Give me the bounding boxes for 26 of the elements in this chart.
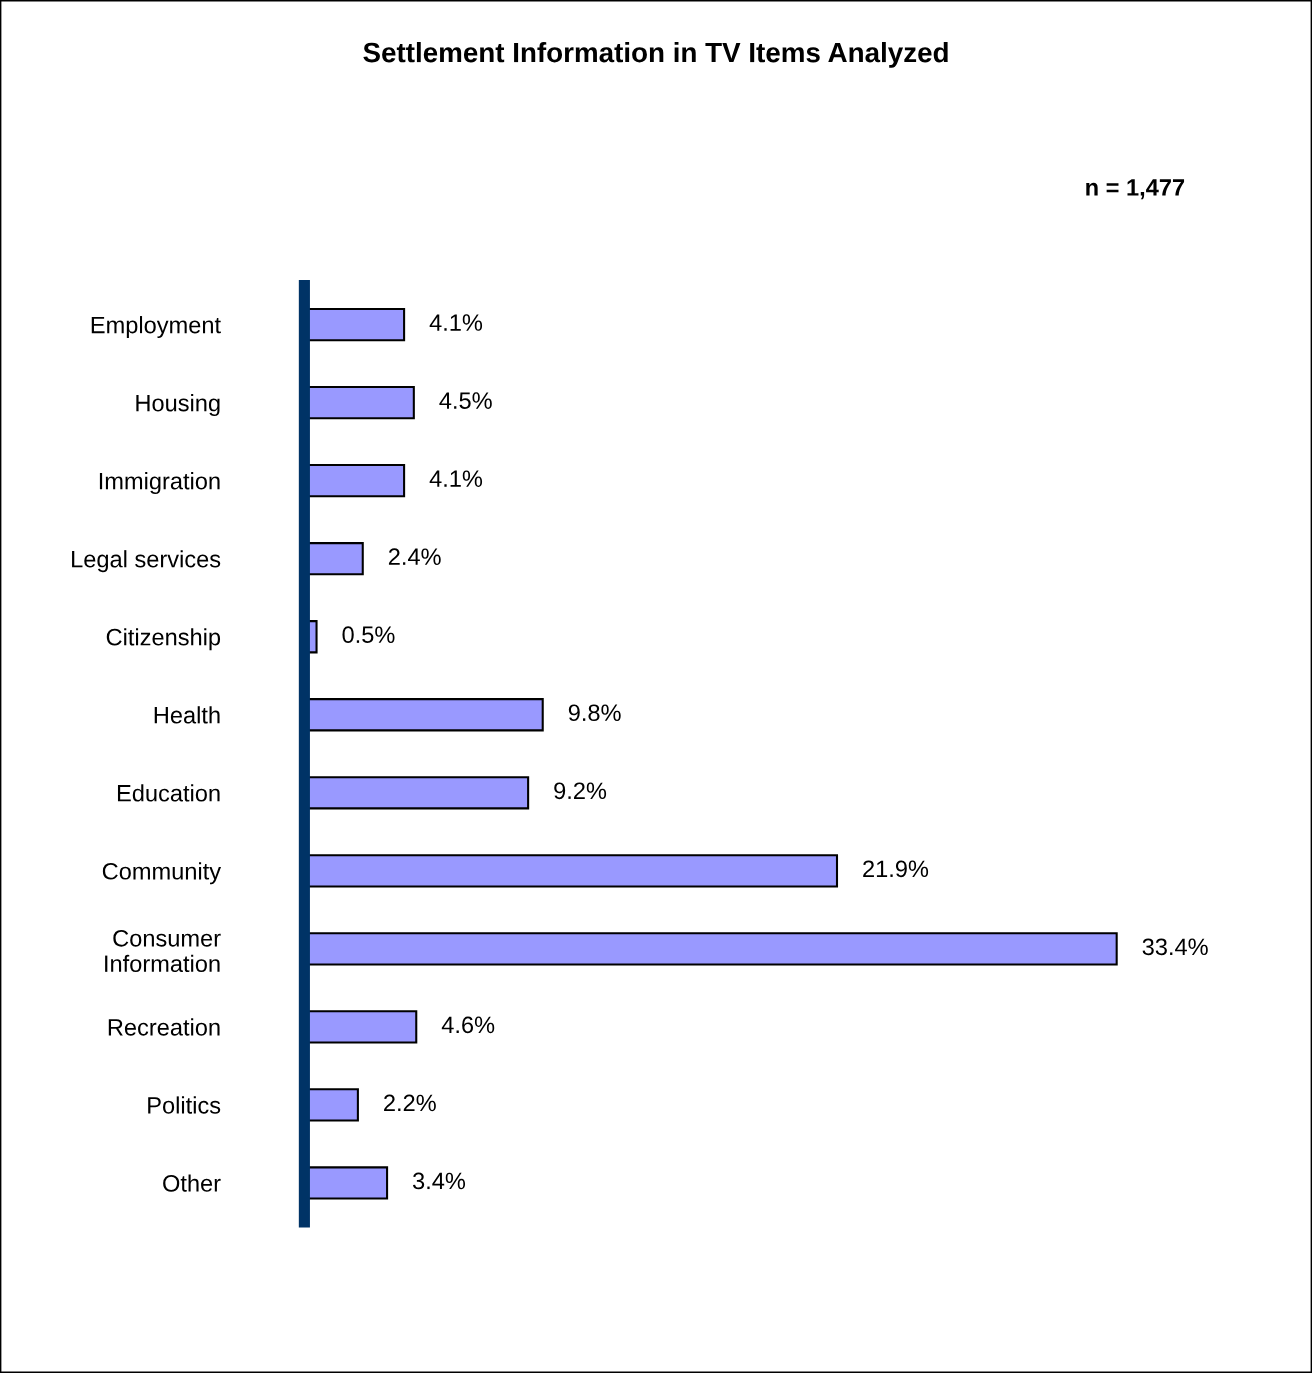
y-tick-label: Consumer Information bbox=[105, 929, 221, 973]
data-label: 2.4% bbox=[388, 548, 441, 565]
data-label: 9.8% bbox=[568, 704, 621, 722]
data-label: 4.5% bbox=[439, 392, 492, 409]
y-tick-label: Citizenship bbox=[106, 628, 221, 651]
y-tick-label: Politics bbox=[148, 1096, 221, 1114]
data-label: 21.9% bbox=[863, 860, 929, 878]
data-label: 2.2% bbox=[384, 1094, 436, 1112]
y-tick-label: Recreation bbox=[108, 1018, 220, 1036]
data-label: 3.4% bbox=[412, 1172, 466, 1190]
text: n = 1,477 bbox=[1086, 179, 1185, 200]
y-tick-label: Community bbox=[102, 862, 222, 885]
data-label: 9.2% bbox=[554, 782, 607, 800]
y-tick-label: Housing bbox=[136, 394, 220, 417]
data-label: 0.5% bbox=[342, 626, 395, 644]
data-label: 4.1% bbox=[429, 314, 483, 331]
data-label: 4.6% bbox=[441, 1016, 495, 1034]
data-label: 4.1% bbox=[429, 470, 483, 487]
chart-title: Settlement Information in TV Items Analyzed bbox=[363, 41, 948, 68]
y-tick-label: Education bbox=[117, 784, 220, 802]
y-tick-label: Health bbox=[154, 706, 220, 724]
y-tick-label: Other bbox=[163, 1174, 221, 1192]
data-label: 33.4% bbox=[1142, 938, 1208, 956]
y-tick-label: Immigration bbox=[99, 472, 220, 495]
y-tick-label: Employment bbox=[91, 316, 221, 339]
y-tick-label: Legal services bbox=[72, 550, 221, 573]
